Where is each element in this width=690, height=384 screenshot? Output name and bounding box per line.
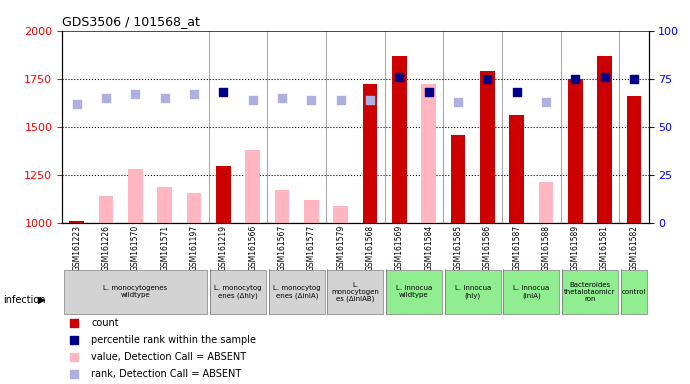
Text: percentile rank within the sample: percentile rank within the sample bbox=[91, 335, 257, 345]
Point bbox=[540, 99, 551, 105]
Bar bbox=[275, 190, 289, 223]
Point bbox=[188, 91, 199, 97]
Point bbox=[629, 76, 640, 82]
Text: L.
monocytogen
es (ΔinlAB): L. monocytogen es (ΔinlAB) bbox=[331, 281, 380, 302]
Text: GSM161569: GSM161569 bbox=[395, 225, 404, 271]
Text: Bacteroides
thetaiotaomicr
ron: Bacteroides thetaiotaomicr ron bbox=[564, 282, 615, 302]
FancyBboxPatch shape bbox=[210, 270, 266, 314]
Text: count: count bbox=[91, 318, 119, 328]
Text: GSM161582: GSM161582 bbox=[629, 225, 638, 271]
Bar bbox=[480, 71, 495, 223]
FancyBboxPatch shape bbox=[328, 270, 383, 314]
Point bbox=[218, 89, 229, 95]
Point bbox=[423, 89, 434, 95]
Point bbox=[130, 91, 141, 97]
Text: GSM161197: GSM161197 bbox=[190, 225, 199, 271]
Bar bbox=[157, 187, 172, 223]
Text: GSM161566: GSM161566 bbox=[248, 225, 257, 271]
Text: GSM161588: GSM161588 bbox=[542, 225, 551, 271]
Text: L. monocytogenes
wildtype: L. monocytogenes wildtype bbox=[104, 285, 168, 298]
Point bbox=[101, 95, 112, 101]
Bar bbox=[70, 221, 84, 223]
Bar bbox=[598, 56, 612, 223]
Point bbox=[453, 99, 464, 105]
Text: control: control bbox=[622, 289, 646, 295]
Text: GSM161568: GSM161568 bbox=[366, 225, 375, 271]
Point bbox=[570, 76, 581, 82]
FancyBboxPatch shape bbox=[269, 270, 324, 314]
Text: GSM161587: GSM161587 bbox=[512, 225, 521, 271]
Bar bbox=[539, 182, 553, 223]
Text: GSM161571: GSM161571 bbox=[160, 225, 169, 271]
FancyBboxPatch shape bbox=[504, 270, 559, 314]
FancyBboxPatch shape bbox=[562, 270, 618, 314]
Point bbox=[457, 104, 468, 111]
Text: L. innocua
(inlA): L. innocua (inlA) bbox=[513, 285, 549, 299]
Text: infection: infection bbox=[3, 295, 46, 305]
Text: GSM161589: GSM161589 bbox=[571, 225, 580, 271]
Bar bbox=[304, 200, 319, 223]
Text: GSM161586: GSM161586 bbox=[483, 225, 492, 271]
Bar bbox=[568, 79, 582, 223]
Point bbox=[306, 97, 317, 103]
FancyBboxPatch shape bbox=[445, 270, 500, 314]
Text: ▶: ▶ bbox=[38, 295, 46, 305]
Text: GSM161219: GSM161219 bbox=[219, 225, 228, 271]
Point bbox=[159, 95, 170, 101]
Point bbox=[482, 76, 493, 82]
Bar bbox=[627, 96, 641, 223]
Bar bbox=[422, 84, 436, 223]
Text: GSM161577: GSM161577 bbox=[307, 225, 316, 271]
Bar bbox=[187, 193, 201, 223]
Point bbox=[364, 97, 375, 103]
Bar bbox=[392, 56, 406, 223]
Text: GSM161226: GSM161226 bbox=[101, 225, 110, 271]
Bar bbox=[246, 150, 260, 223]
Text: GSM161584: GSM161584 bbox=[424, 225, 433, 271]
Text: L. monocytog
enes (Δhly): L. monocytog enes (Δhly) bbox=[215, 285, 262, 299]
Text: GSM161570: GSM161570 bbox=[131, 225, 140, 271]
Text: GDS3506 / 101568_at: GDS3506 / 101568_at bbox=[62, 15, 200, 28]
Point bbox=[277, 95, 288, 101]
Text: rank, Detection Call = ABSENT: rank, Detection Call = ABSENT bbox=[91, 369, 242, 379]
Point bbox=[394, 74, 405, 80]
Text: L. innocua
wildtype: L. innocua wildtype bbox=[396, 285, 432, 298]
Point bbox=[335, 97, 346, 103]
Text: L. innocua
(hly): L. innocua (hly) bbox=[455, 285, 491, 299]
Text: GSM161581: GSM161581 bbox=[600, 225, 609, 271]
Bar bbox=[451, 136, 465, 223]
Point bbox=[511, 89, 522, 95]
Point bbox=[457, 261, 468, 267]
Point bbox=[71, 101, 82, 107]
FancyBboxPatch shape bbox=[386, 270, 442, 314]
Text: GSM161567: GSM161567 bbox=[277, 225, 286, 271]
Bar bbox=[128, 169, 143, 223]
Bar bbox=[363, 84, 377, 223]
Bar bbox=[509, 115, 524, 223]
Point bbox=[599, 74, 610, 80]
Point bbox=[247, 97, 258, 103]
Text: value, Detection Call = ABSENT: value, Detection Call = ABSENT bbox=[91, 352, 246, 362]
Bar bbox=[99, 196, 113, 223]
Text: GSM161579: GSM161579 bbox=[336, 225, 345, 271]
Bar bbox=[333, 207, 348, 223]
FancyBboxPatch shape bbox=[621, 270, 647, 314]
Text: GSM161585: GSM161585 bbox=[453, 225, 462, 271]
FancyBboxPatch shape bbox=[63, 270, 207, 314]
Text: GSM161223: GSM161223 bbox=[72, 225, 81, 271]
Text: L. monocytog
enes (ΔinlA): L. monocytog enes (ΔinlA) bbox=[273, 285, 320, 299]
Bar bbox=[216, 166, 230, 223]
